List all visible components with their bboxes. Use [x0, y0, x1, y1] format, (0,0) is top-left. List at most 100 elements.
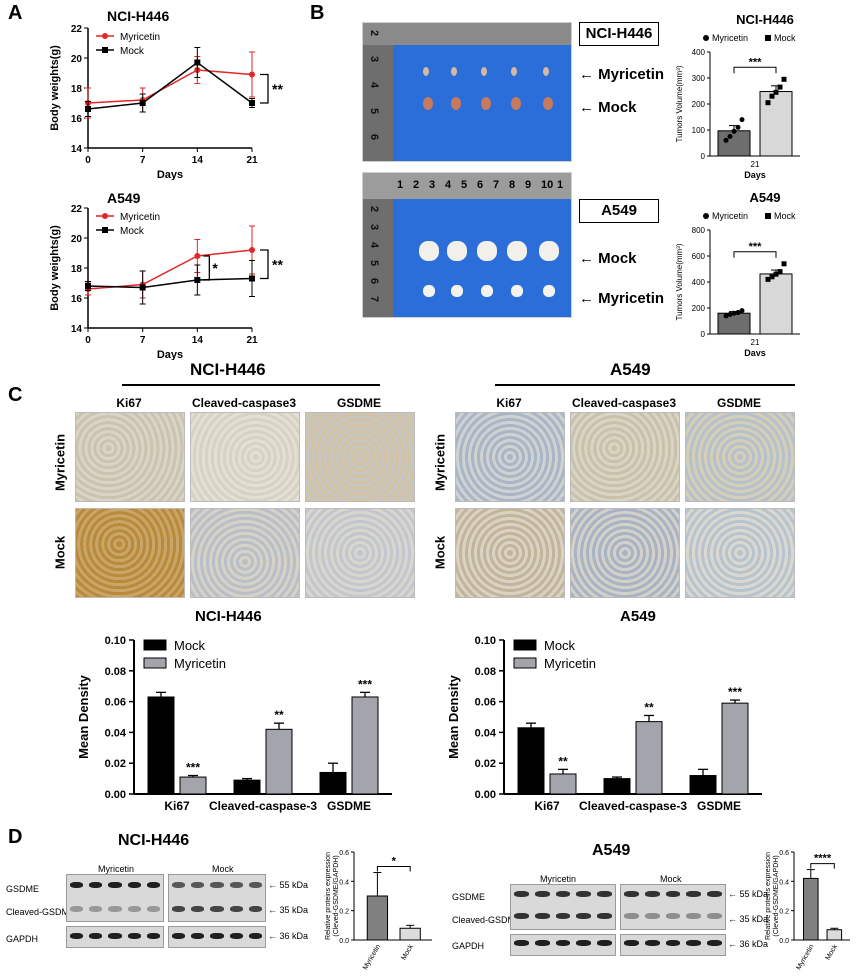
- ruler-number: 2: [368, 205, 381, 213]
- series-line-mock: [87, 277, 253, 289]
- ruler-vertical: [363, 23, 393, 161]
- bar-mock: [603, 778, 631, 795]
- blot-band: [89, 906, 103, 912]
- y-tick-label: 20: [71, 54, 83, 65]
- y-tick-label: 0.6: [339, 850, 349, 857]
- blot-band: [146, 933, 160, 939]
- ihc-h446-mock-gsdme: [305, 508, 415, 598]
- data-point: [773, 271, 779, 277]
- arrow-label: Mock: [598, 250, 637, 267]
- y-tick-label: 100: [692, 126, 706, 135]
- panel-label-b: B: [310, 2, 325, 24]
- data-point: [727, 312, 733, 317]
- x-tick-label: 0: [85, 335, 91, 346]
- x-axis-label: Days: [744, 170, 766, 180]
- kda-text: 55 kDa: [739, 889, 769, 899]
- tumor-sample: [419, 241, 439, 261]
- y-tick-label: 0.04: [475, 727, 497, 739]
- legend-label: Mock: [120, 226, 145, 237]
- bar-myricetin: [717, 312, 751, 335]
- a549-tumor-photo: 1 2 3 4 5 6 7 8 9 10 1 2 3 4 5 6 7: [362, 172, 572, 318]
- blot-band: [686, 913, 702, 919]
- a549-blot-gapdh-myricetin: [510, 934, 616, 956]
- blot-band: [576, 913, 592, 919]
- data-point: [739, 308, 745, 314]
- blot-band: [127, 933, 141, 939]
- blot-band: [576, 891, 592, 897]
- blot-band: [624, 891, 639, 897]
- blot-band: [127, 906, 141, 912]
- y-tick-label: 0.2: [339, 909, 349, 916]
- legend-label: Mock: [774, 33, 796, 43]
- blot-band: [534, 913, 550, 919]
- tumor-sample: [543, 97, 553, 110]
- kda-text: 35 kDa: [279, 905, 309, 915]
- blot-band: [127, 882, 141, 888]
- ruler-number: 3: [368, 223, 381, 231]
- blot-band: [70, 906, 84, 912]
- blot-band: [70, 882, 84, 888]
- y-tick-label: 200: [692, 304, 706, 313]
- blot-band: [597, 940, 612, 946]
- y-tick-label: 600: [692, 252, 706, 261]
- a-h446-title: NCI-H446: [107, 8, 170, 24]
- sig-label: ***: [186, 761, 200, 775]
- h446-blot-mock: [168, 874, 266, 922]
- data-point: [249, 247, 255, 253]
- y-tick-label: 800: [692, 226, 706, 235]
- data-point: [85, 283, 91, 289]
- legend-marker: [102, 47, 108, 53]
- y-axis-label: Mean Density: [446, 674, 461, 759]
- data-point: [777, 269, 783, 275]
- data-point: [769, 274, 775, 280]
- c-bar2-title: A549: [620, 608, 656, 625]
- x-tick-label: 21: [246, 155, 258, 166]
- y-tick-label: 0.0: [339, 938, 349, 945]
- legend-marker: [765, 213, 771, 219]
- a549-box-label: A549: [579, 199, 659, 223]
- blot-band: [89, 933, 103, 939]
- blot-band: [555, 940, 571, 946]
- y-axis-label: Body weights(g): [49, 225, 61, 311]
- y-tick-label: 0.4: [339, 879, 349, 886]
- arrow-label: Myricetin: [598, 66, 665, 83]
- bar-mock: [826, 929, 843, 941]
- y-tick-label: 0.06: [475, 697, 496, 709]
- y-axis-label-2: (Cleved-GSDME/GAPDH): [773, 855, 780, 936]
- bar-mock: [759, 91, 793, 157]
- d-a549-chart: 0.0 0.2 0.4 0.6 Relative proteins expression…: [765, 850, 850, 971]
- data-point: [85, 106, 91, 112]
- blot-band: [191, 882, 205, 888]
- data-point: [781, 76, 787, 82]
- tumor-sample: [477, 241, 497, 261]
- y-tick-label: 0: [701, 152, 706, 161]
- data-point: [249, 71, 255, 78]
- d-a549-kda36: ← 36 kDa: [728, 939, 769, 949]
- tumor-sample: [481, 67, 487, 76]
- x-tick-label: Ki67: [164, 799, 190, 813]
- blot-band: [191, 906, 205, 912]
- data-point: [194, 277, 201, 283]
- kda-text: 55 kDa: [279, 880, 309, 890]
- tumor-sample: [423, 67, 429, 76]
- bar-myricetin: [717, 130, 751, 157]
- ihc-h446-myricetin-ki67: [75, 412, 185, 502]
- blot-band: [555, 891, 571, 897]
- tumor-sample: [539, 241, 559, 261]
- kda-text: 36 kDa: [739, 939, 769, 949]
- blot-band: [686, 940, 702, 946]
- h446-blot-gapdh-mock: [168, 926, 266, 948]
- x-tick-label: Cleaved-caspase-3: [209, 799, 317, 813]
- y-tick-label: 0.6: [779, 850, 789, 857]
- panel-label-a: A: [8, 2, 23, 24]
- blot-band: [229, 906, 243, 912]
- y-tick-label: 400: [692, 278, 706, 287]
- ihc-a549-myricetin-gsdme: [685, 412, 795, 502]
- blot-band: [108, 906, 122, 912]
- bar-myricetin: [366, 895, 389, 941]
- blot-band: [514, 940, 529, 946]
- x-tick-label: 7: [140, 335, 146, 346]
- sig-label: **: [272, 256, 283, 272]
- ruler-number: 4: [368, 81, 381, 89]
- blot-band: [707, 940, 722, 946]
